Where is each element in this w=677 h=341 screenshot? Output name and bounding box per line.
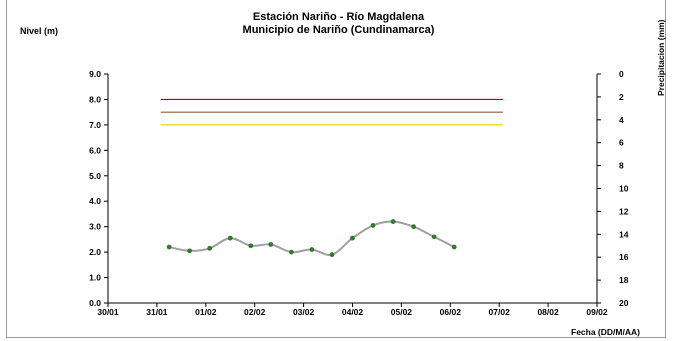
y-tick-label: 9.0 [89,69,101,79]
data-point [268,242,274,247]
y-tick-label: 4.0 [89,196,101,206]
y-tick-label: 6.0 [89,145,101,155]
x-tick-label: 05/02 [391,307,413,317]
data-point [370,222,376,228]
x-tick-label: 02/02 [244,307,266,317]
y2-tick-label: 18 [619,275,629,285]
chart-frame [6,0,666,338]
x-tick-label: 06/02 [440,307,462,317]
data-point [227,235,233,241]
data-point [187,248,193,254]
y2-tick-label: 10 [619,184,629,194]
data-point [207,245,213,251]
y2-tick-label: 8 [619,161,624,171]
x-tick-label: 04/02 [342,307,364,317]
x-tick-label: 03/02 [293,307,315,317]
y-tick-label: 3.0 [89,222,101,232]
y2-tick-label: 0 [619,69,624,79]
x-tick-label: 30/01 [97,307,119,317]
data-point [411,224,417,230]
y-tick-label: 7.0 [89,120,101,130]
y2-tick-label: 2 [619,92,624,102]
data-point [431,234,437,240]
chart-subtitle: Municipio de Nariño (Cundinamarca) [242,24,435,36]
y2-tick-label: 16 [619,252,629,262]
x-tick-label: 07/02 [489,307,511,317]
x-tick-label: 01/02 [195,307,217,317]
chart-title: Estación Nariño - Río Magdalena [252,11,425,23]
data-point [390,219,396,224]
y2-tick-label: 4 [619,115,624,125]
x-tick-label: 09/02 [586,307,608,317]
x-axis-title: Fecha (DD/M/AA) [571,327,640,337]
data-point [166,244,172,250]
data-point [288,249,294,255]
y2-tick-label: 20 [619,298,629,308]
y-tick-label: 5.0 [89,171,101,181]
data-point [329,252,335,258]
y-tick-label: 2.0 [89,247,101,257]
x-tick-label: 31/01 [146,307,168,317]
y-tick-label: 0.0 [89,298,101,308]
y2-tick-label: 14 [619,229,629,239]
y2-tick-label: 6 [619,138,624,148]
x-tick-label: 08/02 [537,307,559,317]
data-point [309,247,315,252]
data-point [350,235,355,241]
y-axis-title: Nivel (m) [20,26,59,36]
y2-tick-label: 12 [619,206,629,216]
y-tick-label: 8.0 [89,94,101,104]
y-tick-label: 1.0 [89,273,101,283]
data-point [248,243,254,249]
data-point [451,244,457,250]
